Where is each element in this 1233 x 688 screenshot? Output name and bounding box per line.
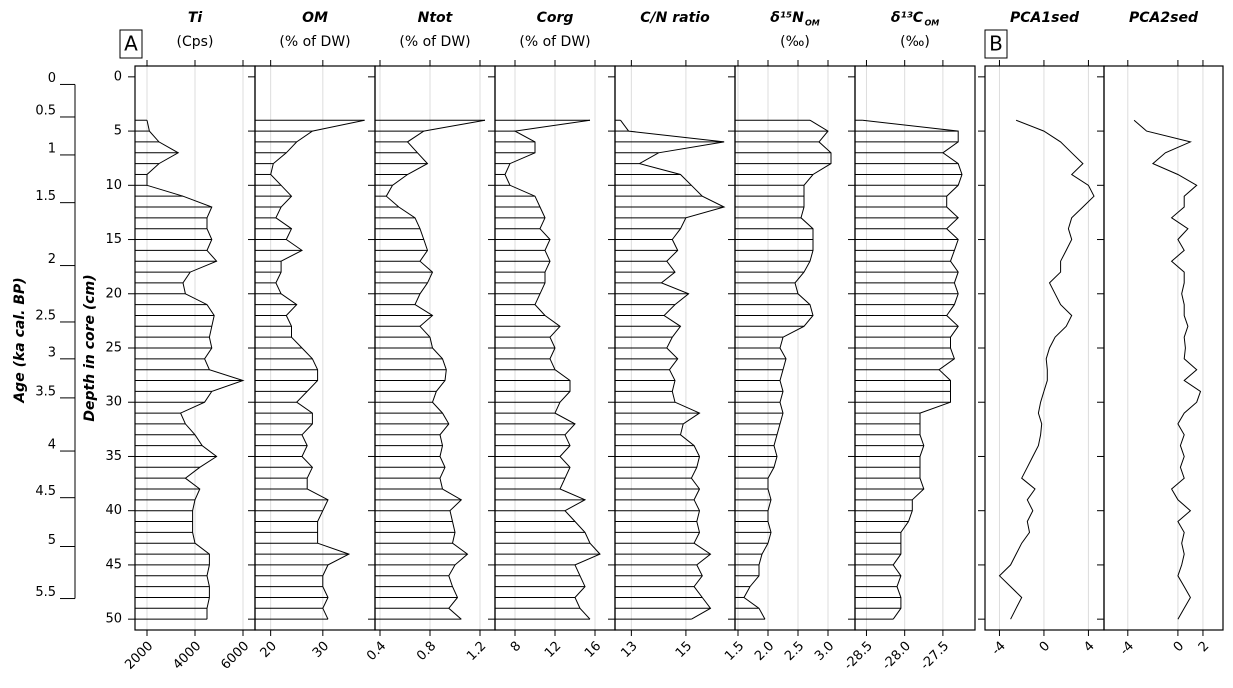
age-tick-label: 0 [48,71,56,86]
panel-subtitle: (Cps) [177,34,214,50]
x-tick-label: 15 [673,639,695,661]
age-tick-label: 1 [48,141,56,156]
y-tick-label: 0 [114,69,122,84]
panel-title: Ntot [418,10,454,26]
y-tick-label: 45 [105,557,122,572]
x-tick-label: 3.0 [812,639,837,664]
panel-title-sub: OM [924,19,939,28]
age-tick-label: 5 [48,533,56,548]
panel-frame [854,65,976,631]
profile-line [620,119,726,620]
panel-subtitle: (‰) [780,34,810,50]
profile-line [1133,119,1202,620]
x-tick-label: 30 [310,639,332,661]
group-label: B [989,32,1003,56]
panel-title: PCA1sed [1010,10,1080,26]
y-tick-label: 40 [105,503,122,518]
panel-frame [1103,65,1224,631]
profile-line [270,119,365,620]
panel-title: Ti [188,10,203,26]
y-tick-label: 30 [105,395,122,410]
age-tick-label: 2 [48,252,56,267]
panel-subtitle: (% of DW) [279,34,350,50]
group-box [984,29,1008,59]
x-tick-label: 4 [1081,639,1097,655]
x-tick-label: -27.5 [918,639,952,673]
x-tick-label: 2.0 [752,639,777,664]
x-tick-label: -4 [989,639,1009,659]
age-tick-label: 3 [48,345,56,360]
x-tick-label: 0 [1037,639,1053,655]
age-axis-label: Age (ka cal. BP) [12,277,28,403]
y-tick-label: 15 [105,232,122,247]
x-tick-label: -4 [1117,639,1137,659]
x-tick-label: 20 [258,639,280,661]
profile-line [743,119,832,620]
y-tick-label: 35 [105,449,122,464]
x-tick-label: 0.8 [414,639,439,664]
panel-frame [984,65,1105,631]
x-tick-label: 1.2 [464,639,489,664]
profile-line [504,119,601,620]
age-tick-label: 3.5 [35,384,56,399]
panel-title: Corg [537,10,574,26]
y-tick-label: 50 [105,612,122,627]
x-tick-label: -28.5 [841,639,875,673]
x-tick-label: 12 [542,639,564,661]
panel-title: δ¹³C [891,10,924,26]
y-tick-label: 10 [105,178,122,193]
x-tick-label: 8 [508,639,524,655]
panel-title: δ¹⁵N [770,10,804,26]
age-tick-label: 5.5 [35,585,56,600]
y-tick-label: 5 [114,124,122,139]
y-tick-label: 25 [105,341,122,356]
y-axis-label: Depth in core (cm) [82,274,98,421]
group-box [119,29,143,59]
x-tick-label: 2 [1196,639,1212,655]
panel-title-sub: OM [805,19,820,28]
panel-subtitle: (‰) [900,34,930,50]
panel-title: PCA2sed [1129,10,1199,26]
age-tick-label: 4 [48,438,56,453]
x-tick-label: 4000 [170,639,204,673]
age-tick-label: 1.5 [35,189,56,204]
x-tick-label: 16 [582,639,604,661]
profile-line [862,119,963,620]
x-tick-label: 1.5 [722,639,747,664]
age-tick-label: 0.5 [35,103,56,118]
age-tick-label: 4.5 [35,484,56,499]
panel-title: C/N ratio [640,10,710,26]
profile-line [385,119,486,620]
x-tick-label: 0 [1171,639,1187,655]
x-tick-label: 6000 [218,639,252,673]
profile-line [998,119,1095,620]
x-tick-label: -28.0 [880,639,914,673]
panel-subtitle: (% of DW) [519,34,590,50]
y-tick-label: 20 [105,286,122,301]
age-tick-label: 2.5 [35,308,56,323]
profile-line [146,120,245,620]
panel-title: OM [302,10,328,26]
x-tick-label: 2000 [122,639,156,673]
x-tick-label: 0.4 [364,639,389,664]
group-label: A [124,32,138,56]
x-tick-label: 13 [618,639,640,661]
panel-subtitle: (% of DW) [399,34,470,50]
x-tick-label: 2.5 [782,639,807,664]
